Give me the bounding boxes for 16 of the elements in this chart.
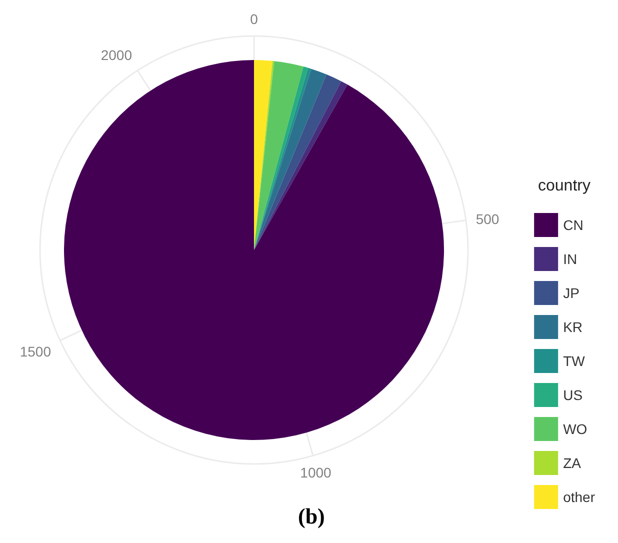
- text: 500: [476, 210, 500, 227]
- legend-label: CN: [563, 217, 584, 233]
- text: 1000: [300, 464, 332, 480]
- text: 0: [250, 11, 258, 27]
- legend-label: IN: [563, 251, 578, 267]
- legend-label: JP: [563, 285, 580, 301]
- legend-label: WO: [563, 421, 588, 437]
- text: 1500: [20, 344, 52, 360]
- legend-label: US: [563, 387, 583, 403]
- legend-label: KR: [563, 319, 583, 335]
- text: (b): [298, 504, 325, 528]
- legend-title: country: [538, 178, 590, 194]
- legend-label: ZA: [563, 455, 582, 471]
- text: 2000: [100, 47, 132, 64]
- legend-label: other: [563, 489, 596, 505]
- legend-label: TW: [563, 353, 586, 369]
